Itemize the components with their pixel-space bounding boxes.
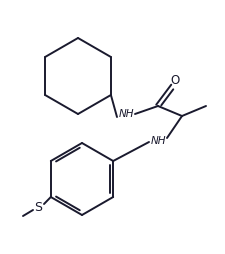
Text: NH: NH	[118, 109, 133, 119]
Text: O: O	[170, 73, 179, 87]
Text: S: S	[34, 201, 42, 214]
Text: NH: NH	[150, 136, 165, 146]
